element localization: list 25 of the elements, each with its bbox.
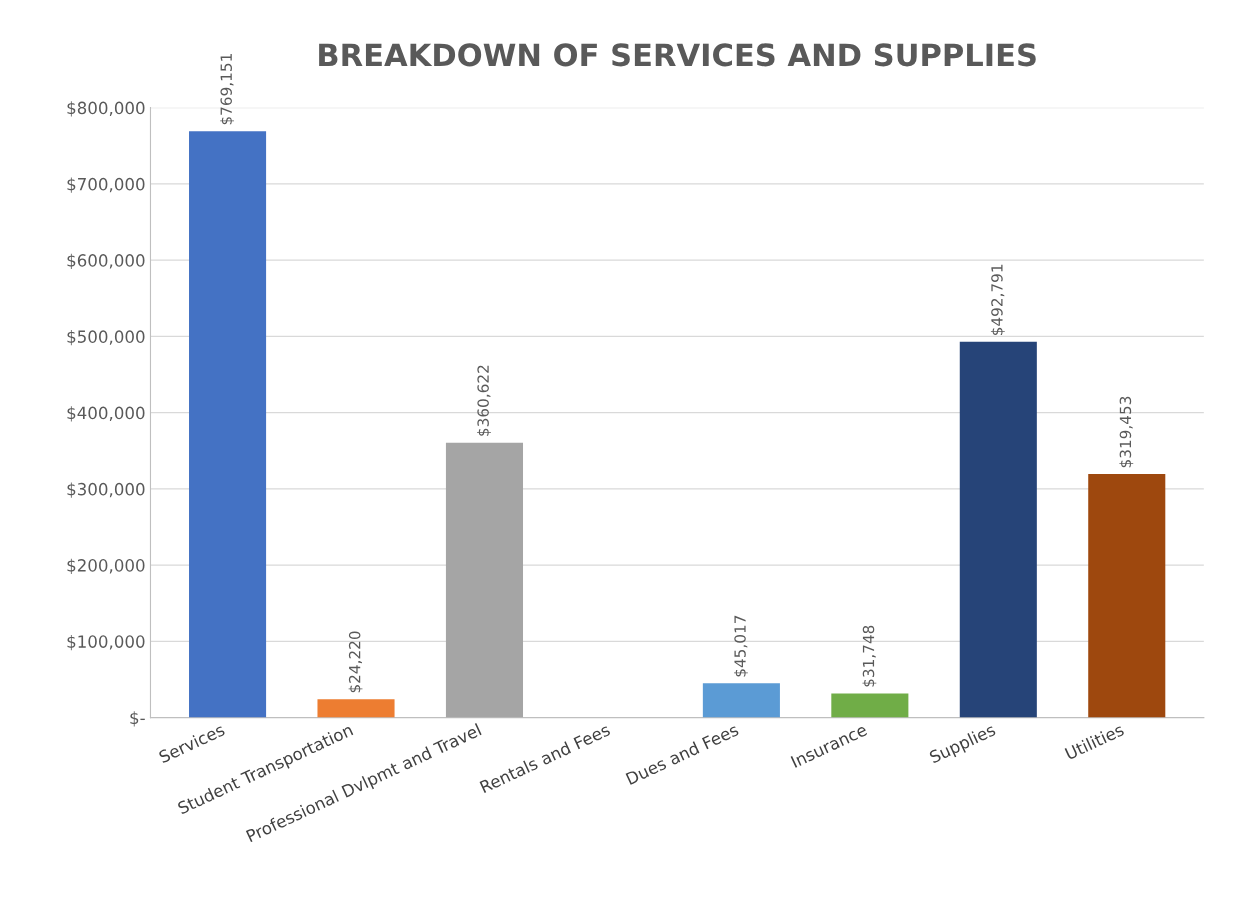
y-tick-label: $800,000 — [67, 101, 145, 117]
y-tick-label: $100,000 — [67, 635, 145, 651]
bar — [831, 693, 909, 718]
bar — [317, 699, 395, 718]
data-label: $319,453 — [1119, 396, 1134, 468]
bar — [189, 131, 267, 718]
x-tick-label: Dues and Fees — [625, 722, 740, 786]
bar — [959, 341, 1037, 718]
y-tick-label: $200,000 — [67, 558, 145, 574]
bar — [702, 683, 780, 718]
y-tick-label: $- — [130, 711, 145, 727]
y-tick-label: $700,000 — [67, 177, 145, 193]
y-tick-label: $400,000 — [67, 406, 145, 422]
y-tick-label: $600,000 — [67, 253, 145, 269]
data-label: $769,151 — [220, 54, 235, 125]
data-label: $45,017 — [734, 615, 748, 677]
data-label: $360,622 — [477, 365, 491, 436]
chart-title: BREAKDOWN OF SERVICES AND SUPPLIES — [319, 43, 1036, 67]
y-tick-label: $500,000 — [67, 330, 145, 346]
bar — [1088, 474, 1166, 718]
y-tick-label: $300,000 — [67, 482, 145, 498]
data-label: $24,220 — [348, 631, 363, 693]
bar — [445, 442, 524, 718]
data-label: $31,748 — [862, 625, 877, 687]
data-label: $492,791 — [990, 264, 1005, 336]
